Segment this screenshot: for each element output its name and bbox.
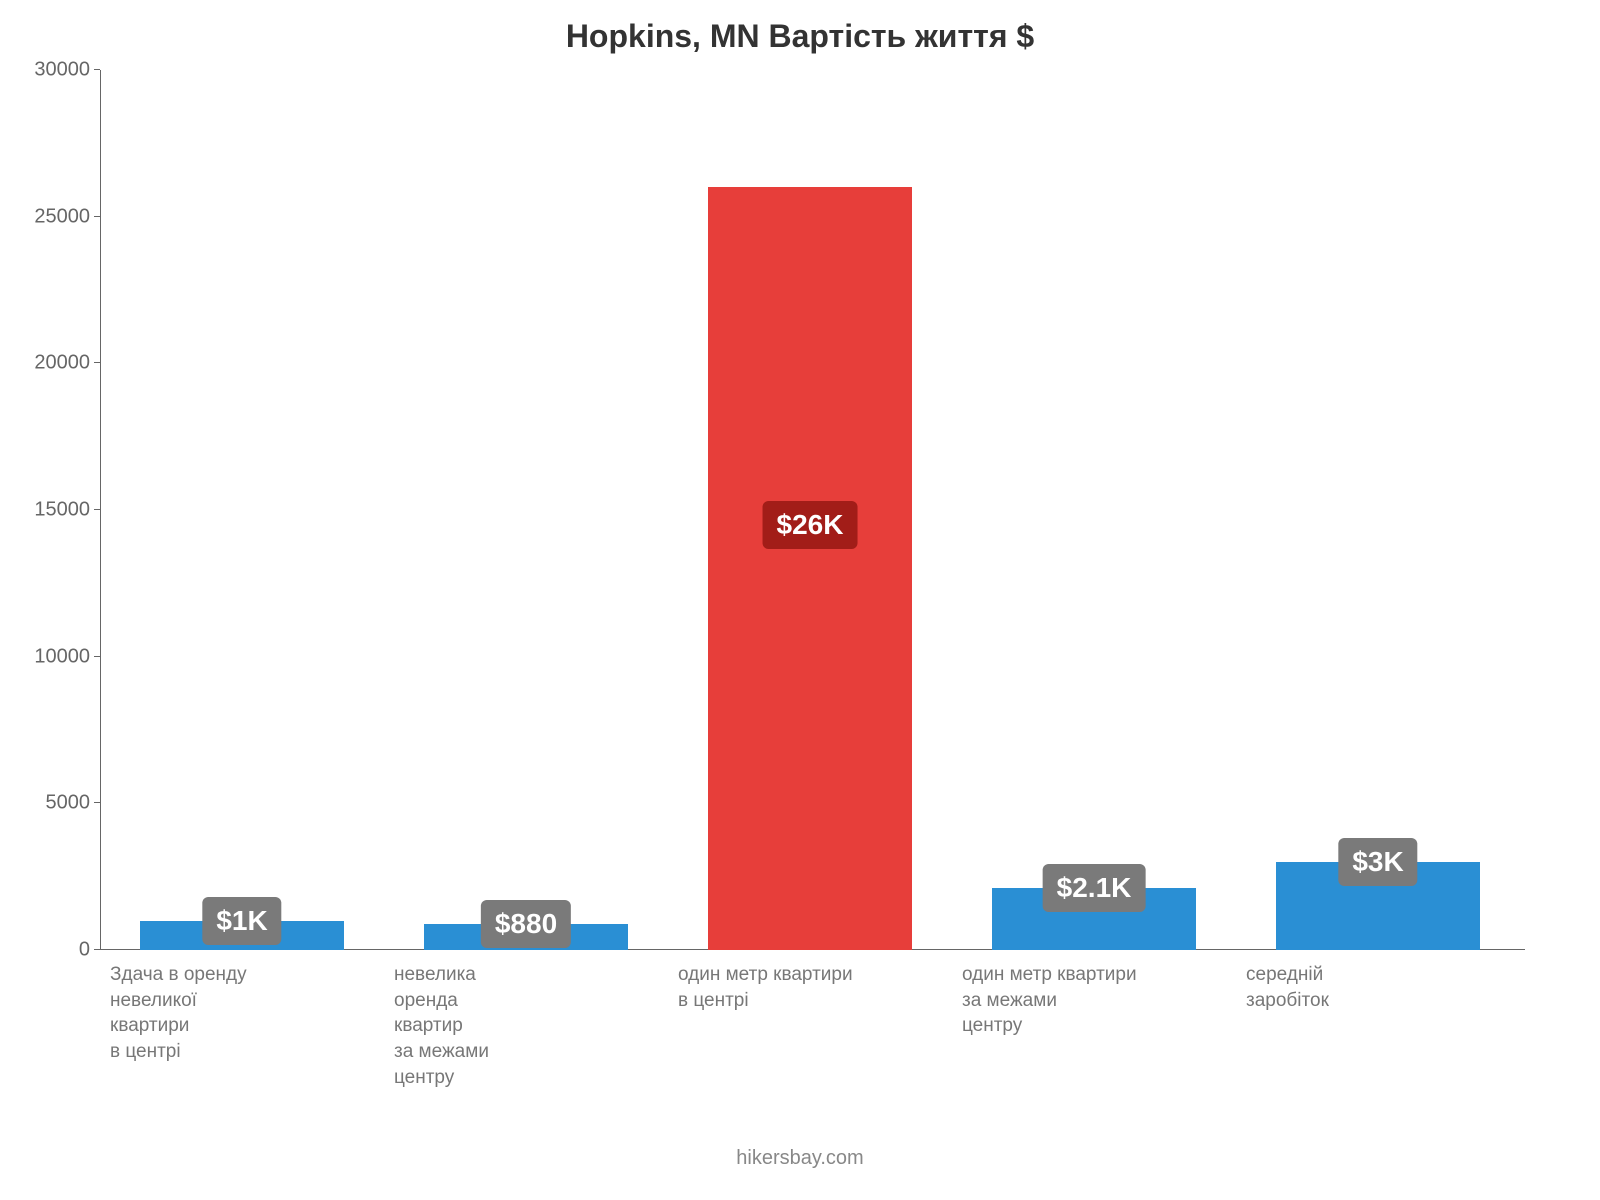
y-tick-label: 15000 [34,499,100,522]
bar-value-badge: $3K [1338,838,1417,886]
bar-slot: $3K [1236,70,1520,950]
y-tick-mark [94,216,100,217]
bars-container: $1K $880 $26K $2.1K $3K [100,70,1520,950]
bar-slot: $2.1K [952,70,1236,950]
bar-value-badge: $26K [763,501,858,549]
x-category-label: Здача в орендуневеликоїквартирив центрі [100,962,384,1090]
y-tick-mark [94,949,100,950]
chart-title: Hopkins, MN Вартість життя $ [0,18,1600,55]
bar-slot: $880 [384,70,668,950]
bar-slot: $26K [668,70,952,950]
x-axis-labels: Здача в орендуневеликоїквартирив центрін… [100,962,1520,1090]
bar: $2.1K [992,888,1196,950]
bar: $3K [1276,862,1480,950]
y-tick-label: 0 [79,939,100,962]
chart-footer: hikersbay.com [0,1147,1600,1170]
x-category-label: невеликаорендаквартирза межамицентру [384,962,668,1090]
bar-value-badge: $880 [481,900,571,948]
bar-value-badge: $2.1K [1043,864,1146,912]
plot-area: $1K$880$26K$2.1K$3K 05000100001500020000… [100,70,1520,950]
bar-slot: $1K [100,70,384,950]
bar: $1K [140,921,344,950]
y-tick-label: 30000 [34,59,100,82]
bar-value-badge: $1K [202,897,281,945]
x-category-label: середнійзаробіток [1236,962,1520,1090]
y-tick-mark [94,656,100,657]
y-tick-label: 10000 [34,645,100,668]
y-tick-label: 20000 [34,352,100,375]
y-tick-label: 5000 [46,792,101,815]
x-category-label: один метр квартирив центрі [668,962,952,1090]
y-tick-mark [94,509,100,510]
y-tick-label: 25000 [34,205,100,228]
cost-of-living-chart: Hopkins, MN Вартість життя $ $1K $880 $26K… [0,0,1600,1200]
bar: $880 [424,924,628,950]
y-tick-mark [94,802,100,803]
bar: $26K [708,187,912,950]
x-category-label: один метр квартириза межамицентру [952,962,1236,1090]
y-tick-mark [94,362,100,363]
y-tick-mark [94,69,100,70]
